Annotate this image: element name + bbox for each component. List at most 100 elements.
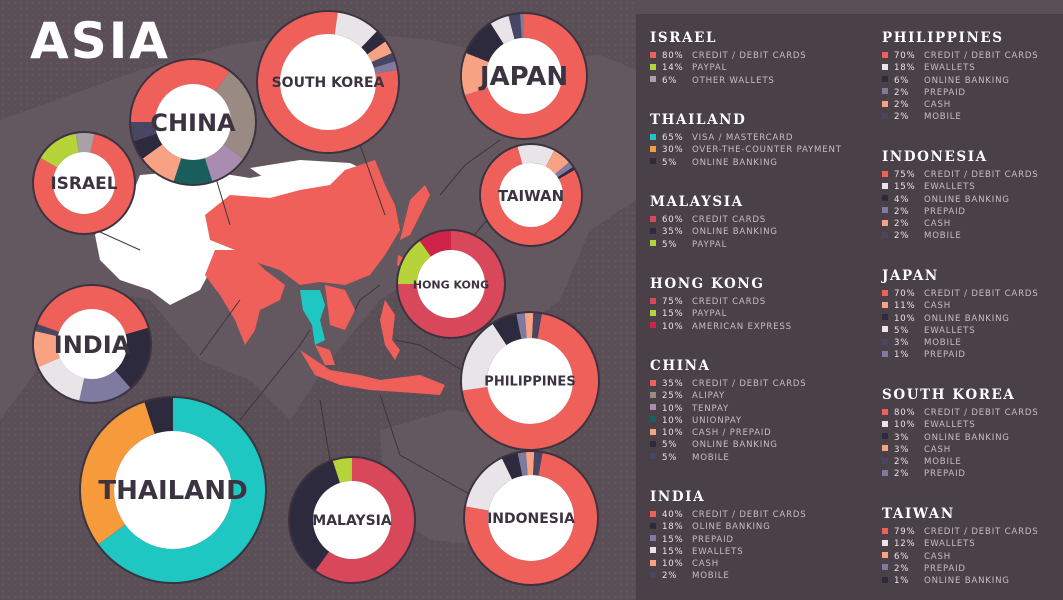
legend-swatch (650, 158, 656, 165)
legend-label: OVER-THE-COUNTER PAYMENT (692, 145, 842, 156)
legend-item: 3% ONLINE BANKING (882, 432, 1063, 444)
legend-label: PAYPAL (692, 239, 728, 250)
slice-indonesia-3 (517, 452, 528, 476)
legend-item: 35% ONLINE BANKING (650, 226, 860, 238)
donut-label-hong-kong: HONG KONG (413, 279, 489, 292)
legend-label: EWALLETS (692, 546, 744, 557)
legend-swatch (650, 510, 656, 517)
donut-label-israel: ISRAEL (50, 174, 117, 194)
legend-item: 2% CASH (882, 99, 1063, 111)
legend-item: 1% ONLINE BANKING (882, 575, 1063, 587)
slice-japan-3 (490, 15, 515, 44)
legend-label: CREDIT CARDS (692, 297, 767, 307)
legend-swatch (882, 182, 888, 189)
legend-heading: JAPAN (882, 268, 939, 284)
thailand-land (300, 290, 325, 345)
legend-item: 2% CASH (882, 218, 1063, 230)
legend-percent: 30% (662, 145, 684, 156)
legend-item: 5% ONLINE BANKING (650, 439, 860, 451)
legend-swatch (882, 350, 888, 357)
slice-india-4 (33, 331, 60, 367)
slice-israel-2 (75, 133, 95, 153)
legend-label: MOBILE (924, 112, 962, 123)
legend-percent: 10% (662, 321, 684, 332)
slice-china-0 (131, 60, 230, 122)
slice-malaysia-2 (332, 458, 352, 483)
legend-label: EWALLETS (924, 420, 976, 431)
legend-label: MOBILE (924, 457, 962, 468)
legend-swatch (650, 240, 656, 247)
legend-label: CREDIT / DEBIT CARDS (692, 51, 807, 61)
donut-hole-india (57, 309, 127, 379)
legend-item: 2% MOBILE (882, 230, 1063, 242)
legend-label: PREPAID (924, 206, 966, 217)
legend-percent: 10% (662, 428, 684, 439)
slice-china-3 (173, 158, 213, 184)
legend-swatch (882, 76, 888, 83)
legend-label: CASH (924, 551, 951, 562)
legend-swatch (882, 338, 888, 345)
legend-percent: 4% (894, 194, 910, 205)
legend-swatch (650, 133, 656, 140)
legend-percent: 12% (894, 539, 916, 550)
legend-percent: 60% (662, 215, 684, 225)
legend-label: PAYPAL (692, 309, 728, 320)
legend-item: 4% ONLINE BANKING (882, 194, 1063, 206)
slice-taiwan-2 (545, 150, 569, 175)
legend-swatch (650, 215, 656, 222)
legend-swatch (882, 539, 888, 546)
donut-label-thailand: THAILAND (98, 476, 247, 506)
legend-percent: 1% (894, 350, 910, 361)
legend-item: 15% PAYPAL (650, 308, 860, 320)
korea-land (385, 205, 395, 225)
legend-swatch (650, 63, 656, 70)
legend-percent: 80% (894, 408, 916, 418)
legend-swatch (882, 420, 888, 427)
legend-thailand: THAILAND 65% VISA / MASTERCARD 30% OVER-THE-… (650, 112, 860, 169)
legend-japan: JAPAN 70% CREDIT / DEBIT CARDS 11% CASH 10% ON… (882, 268, 1063, 362)
slice-japan-4 (508, 14, 522, 40)
legend-item: 3% CASH (882, 444, 1063, 456)
slice-india-3 (38, 357, 85, 401)
slice-israel-0 (33, 134, 134, 233)
legend-swatch (882, 576, 888, 583)
legend-percent: 70% (894, 289, 916, 299)
legend-item: 65% VISA / MASTERCARD (650, 132, 860, 144)
legend-swatch (882, 301, 888, 308)
donut-hong-kong: HONG KONG (396, 229, 506, 339)
legend-label: ONLINE BANKING (692, 440, 778, 451)
slice-philippines-1 (462, 324, 507, 391)
legend-percent: 6% (662, 75, 678, 86)
legend-item: 6% ONLINE BANKING (882, 75, 1063, 87)
slice-taiwan-1 (517, 145, 555, 167)
legend-swatch (882, 112, 888, 119)
legend-item: 2% PREPAID (882, 87, 1063, 99)
legend-item: 2% PREPAID (882, 206, 1063, 218)
legend-percent: 5% (662, 239, 678, 250)
legend-swatch (882, 100, 888, 107)
legend-label: CASH (692, 559, 719, 570)
donut-hole-malaysia (313, 481, 391, 559)
slice-malaysia-1 (289, 461, 340, 571)
legend-swatch (650, 322, 656, 329)
slice-china-2 (204, 144, 244, 181)
legend-swatch (882, 314, 888, 321)
legend-item: 10% CASH / PREPAID (650, 427, 860, 439)
legend-item: 2% PREPAID (882, 563, 1063, 575)
legend-percent: 2% (662, 571, 678, 582)
legend-percent: 10% (662, 415, 684, 426)
slice-philippines-2 (492, 314, 522, 346)
legend-item: 40% CREDIT / DEBIT CARDS (650, 509, 860, 521)
legend-item: 15% EWALLETS (882, 181, 1063, 193)
legend-item: 2% MOBILE (650, 570, 860, 582)
legend-item: 12% EWALLETS (882, 538, 1063, 550)
legend-item: 10% EWALLETS (882, 419, 1063, 431)
legend-label: CASH (924, 100, 951, 111)
legend-swatch (882, 51, 888, 58)
legend-percent: 2% (894, 112, 910, 123)
legend-percent: 80% (662, 51, 684, 61)
legend-swatch (650, 391, 656, 398)
legend-item: 6% CASH (882, 551, 1063, 563)
legend-percent: 2% (894, 563, 910, 574)
donut-hole-south-korea (280, 34, 376, 130)
